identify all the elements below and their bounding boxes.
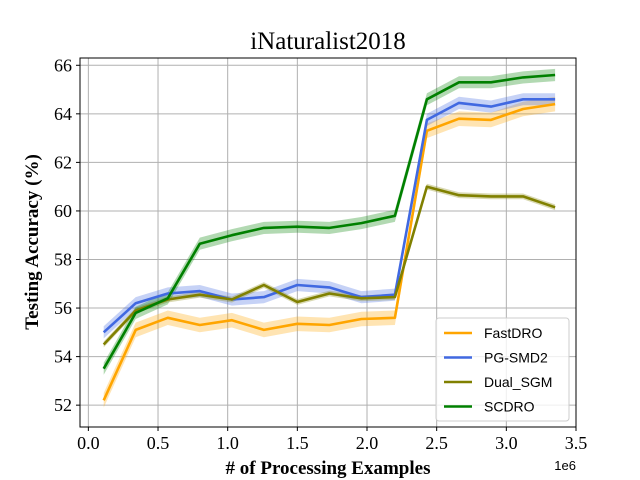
series-lines (102, 73, 556, 401)
chart-title: iNaturalist2018 (250, 28, 406, 55)
y-tick-label: 52 (54, 395, 72, 415)
x-tick-label: 1.5 (286, 433, 309, 453)
x-tick-label: 3.5 (565, 433, 588, 453)
legend-item-pg-smd2: PG-SMD2 (444, 350, 548, 366)
legend-label: FastDRO (484, 325, 542, 341)
legend: FastDRO PG-SMD2 Dual_SGM SCDRO (435, 317, 570, 422)
plot-frame (79, 57, 577, 428)
legend-item-scdro: SCDRO (444, 399, 535, 415)
x-axis-offset-label: 1e6 (554, 458, 576, 473)
y-tick-label: 58 (54, 249, 72, 269)
x-tick-label: 3.0 (495, 433, 518, 453)
x-tick-label: 1.0 (216, 433, 239, 453)
legend-label: SCDRO (484, 399, 535, 415)
legend-item-dual-sgm: Dual_SGM (444, 374, 552, 390)
y-tick-label: 56 (54, 298, 72, 318)
x-axis: 0.0 0.5 1.0 1.5 2.0 2.5 3.0 3.5 (77, 427, 587, 453)
confidence-bands (103, 68, 556, 408)
x-axis-title: # of Processing Examples (226, 458, 431, 479)
legend-box (435, 317, 570, 422)
x-tick-label: 2.0 (356, 433, 379, 453)
x-tick-label: 0.0 (77, 433, 100, 453)
y-tick-label: 64 (54, 104, 72, 124)
y-axis: 52 54 56 58 60 62 64 66 (54, 55, 80, 415)
legend-item-fastdro: FastDRO (444, 325, 542, 341)
pg-smd2-band (103, 93, 556, 339)
x-tick-label: 0.5 (147, 433, 170, 453)
pg-smd2-line (102, 98, 556, 334)
y-tick-label: 62 (54, 152, 72, 172)
legend-label: PG-SMD2 (484, 350, 548, 366)
y-tick-label: 54 (54, 347, 72, 367)
y-tick-label: 60 (54, 201, 72, 221)
y-tick-label: 66 (54, 55, 72, 75)
dual-sgm-line (102, 185, 556, 346)
x-tick-label: 2.5 (425, 433, 448, 453)
y-axis-title: Testing Accuracy (%) (22, 154, 43, 330)
fastdro-line (102, 102, 556, 401)
legend-label: Dual_SGM (484, 374, 552, 390)
scdro-line (102, 73, 556, 370)
